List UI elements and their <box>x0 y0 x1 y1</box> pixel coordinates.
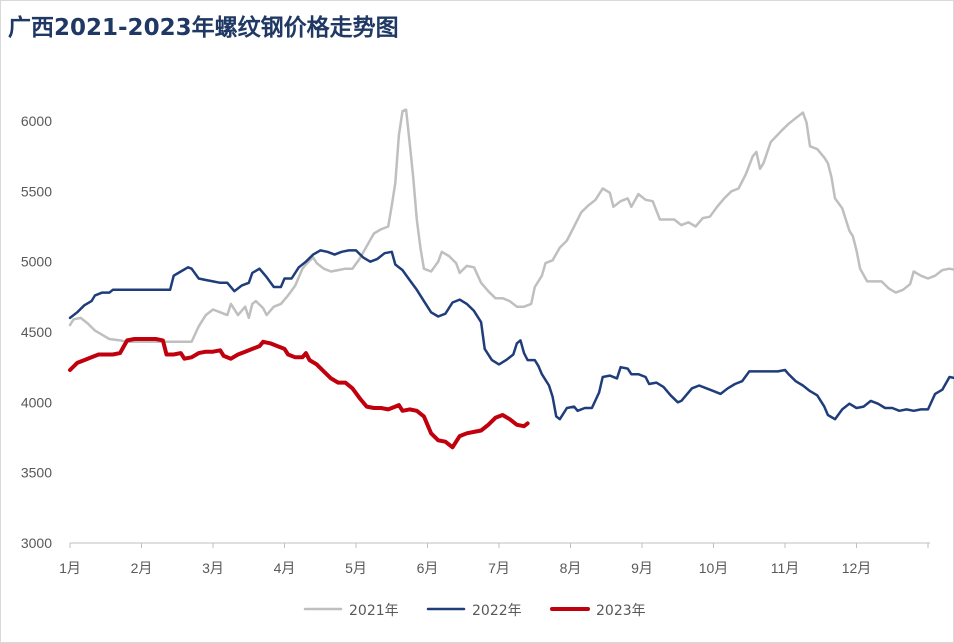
x-tick-label: 6月 <box>417 560 439 576</box>
x-tick-label: 10月 <box>699 560 729 576</box>
y-axis-ticks: 3000 3500 4000 4500 5000 5500 6000 <box>21 113 52 551</box>
x-tick-label: 8月 <box>560 560 582 576</box>
y-tick-label: 3000 <box>21 535 52 551</box>
x-tick-label: 5月 <box>345 560 367 576</box>
legend-label: 2023年 <box>596 603 646 619</box>
legend-label: 2022年 <box>472 603 522 619</box>
series-line-2021年 <box>68 108 954 344</box>
x-tick-label: 11月 <box>771 560 800 576</box>
y-tick-label: 3500 <box>21 465 52 481</box>
x-tick-label: 1月 <box>59 560 81 576</box>
legend-label: 2021年 <box>349 603 399 619</box>
x-tick-label: 7月 <box>488 560 510 576</box>
series-layer <box>68 108 954 450</box>
chart-title: 广西2021-2023年螺纹钢价格走势图 <box>8 15 399 41</box>
x-tick-label: 2月 <box>131 560 153 576</box>
legend: 2021年 2022年 2023年 <box>303 603 646 619</box>
y-tick-label: 5000 <box>21 254 52 270</box>
series-line-2022年 <box>68 249 954 421</box>
x-tick-label: 12月 <box>842 560 872 576</box>
x-axis: 1月 2月 3月 4月 5月 6月 7月 8月 9月 10月 11月 12月 <box>59 542 930 576</box>
y-tick-label: 4000 <box>21 394 52 410</box>
y-tick-label: 5500 <box>21 183 52 199</box>
y-tick-label: 4500 <box>21 324 52 340</box>
series-line-2023年 <box>68 337 530 450</box>
x-tick-label: 4月 <box>274 560 296 576</box>
y-tick-label: 6000 <box>21 113 52 129</box>
x-tick-label: 3月 <box>202 560 224 576</box>
x-tick-label: 9月 <box>631 560 653 576</box>
